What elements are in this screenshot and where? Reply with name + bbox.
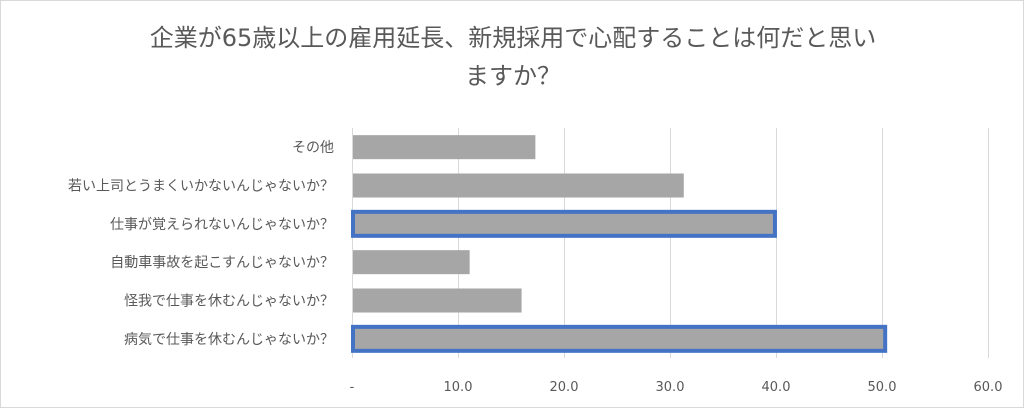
x-tick-label: - <box>350 380 355 395</box>
x-tick-label: 60.0 <box>974 380 1003 395</box>
bar <box>353 135 536 160</box>
bar <box>353 173 684 198</box>
bar <box>353 288 522 313</box>
chart-title: 企業が65歳以上の雇用延長、新規採用で心配することは何だと思い ますか？ <box>1 19 1024 95</box>
x-tick-label: 50.0 <box>868 380 897 395</box>
chart-title-line-1: 企業が65歳以上の雇用延長、新規採用で心配することは何だと思い <box>149 24 877 52</box>
x-tick-label: 10.0 <box>444 380 473 395</box>
category-label: その他 <box>292 140 334 156</box>
category-label: 自動車事故を起こすんじゃないか？ <box>110 254 334 271</box>
highlighted-bar <box>351 324 888 353</box>
category-label: 若い上司とうまくいかないんじゃないか？ <box>68 179 334 195</box>
category-label: 病気で仕事を休むんじゃないか？ <box>124 332 334 348</box>
x-tick-label: 30.0 <box>656 380 685 395</box>
category-label: 怪我で仕事を休むんじゃないか？ <box>124 294 334 310</box>
x-tick-label: 20.0 <box>550 380 579 395</box>
category-label: 仕事が覚えられないんじゃないか？ <box>110 217 334 233</box>
bar <box>353 250 470 275</box>
x-tick-label: 40.0 <box>762 380 791 395</box>
chart-title-line-2: ますか？ <box>465 62 561 90</box>
highlighted-bar <box>351 209 777 238</box>
